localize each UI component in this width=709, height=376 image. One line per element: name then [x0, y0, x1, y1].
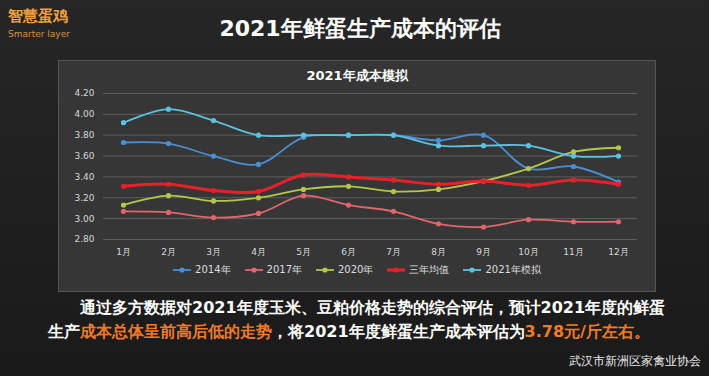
html-text:2021年成本模拟: 2021年成本模拟 [306, 68, 408, 83]
svg-text:1月: 1月 [116, 247, 131, 257]
svg-text:10月: 10月 [518, 247, 538, 257]
svg-text:2.80: 2.80 [74, 234, 94, 244]
svg-text:3月: 3月 [206, 247, 221, 257]
svg-text:3.00: 3.00 [74, 214, 94, 224]
html-text:2014年: 2014年 [195, 264, 231, 275]
svg-text:3.40: 3.40 [74, 172, 94, 182]
html-text:三年均值: 三年均值 [409, 264, 450, 275]
svg-text:3.60: 3.60 [74, 151, 94, 161]
svg-text:6月: 6月 [341, 247, 356, 257]
svg-text:4.20: 4.20 [74, 88, 94, 98]
html-text:Smarter layer: Smarter layer [8, 29, 70, 39]
html-text:2021年模拟: 2021年模拟 [485, 264, 541, 275]
svg-text:8月: 8月 [431, 247, 446, 257]
html-text:2021年鲜蛋生产成本的评估: 2021年鲜蛋生产成本的评估 [219, 16, 501, 41]
svg-text:9月: 9月 [476, 247, 491, 257]
svg-text:7月: 7月 [386, 247, 401, 257]
svg-text:2月: 2月 [161, 247, 176, 257]
html-text:通过多方数据对2021年度玉米、豆粕价格走势的综合评估，预计: 通过多方数据对2021年度玉米、豆粕价格走势的综合评估，预计2021年度的鲜蛋生… [48, 298, 666, 341]
html-text:智慧蛋鸡: 智慧蛋鸡 [8, 7, 68, 25]
svg-text:5月: 5月 [296, 247, 311, 257]
html-text:2020年: 2020年 [338, 264, 374, 275]
html-text:2017年: 2017年 [266, 264, 302, 275]
svg-text:12月: 12月 [608, 247, 628, 257]
svg-text:3.20: 3.20 [74, 193, 94, 203]
svg-text:4月: 4月 [251, 247, 266, 257]
svg-text:11月: 11月 [563, 247, 583, 257]
svg-text:4.00: 4.00 [74, 109, 94, 119]
html-text:武汉市新洲区家禽业协会: 武汉市新洲区家禽业协会 [569, 354, 701, 368]
svg-text:3.80: 3.80 [74, 130, 94, 140]
